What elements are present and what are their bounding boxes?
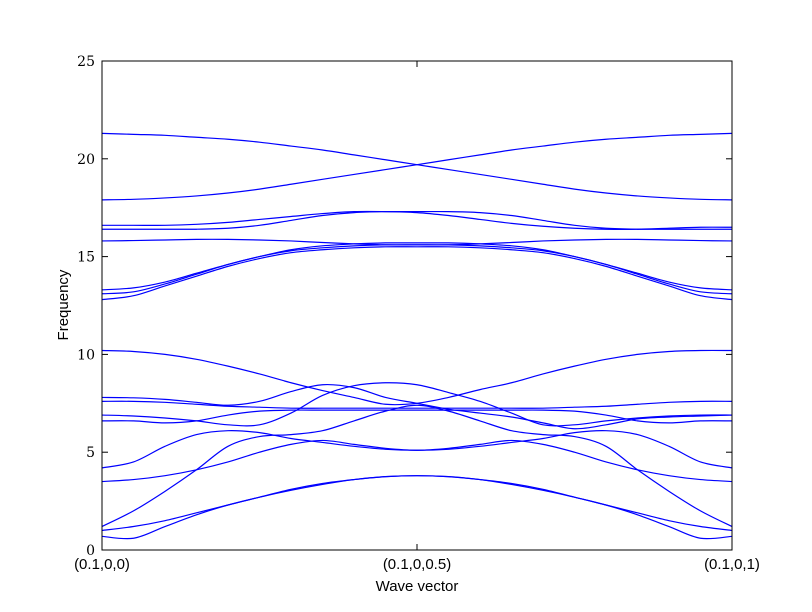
- band-line-1: [101, 475, 733, 540]
- x-tick-label: (0.1,0,1): [704, 556, 760, 573]
- x-tick-label: (0.1,0,0.5): [383, 556, 451, 573]
- band-line-6: [101, 409, 733, 424]
- plot-series-group: [101, 132, 733, 540]
- band-line-15: [102, 210, 732, 230]
- band-line-14: [101, 238, 733, 246]
- y-tick-label: 5: [86, 445, 95, 461]
- plot-frame: [101, 60, 733, 551]
- band-line-18: [101, 132, 733, 201]
- y-axis-label: Frequency: [55, 269, 72, 340]
- y-tick-label: 20: [77, 152, 95, 168]
- x-tick-label: (0.1,0,0): [74, 556, 130, 573]
- band-line-12: [101, 244, 733, 295]
- band-line-9: [101, 383, 733, 430]
- y-tick-label: 15: [77, 250, 95, 266]
- band-line-11: [101, 246, 733, 301]
- band-line-17: [101, 132, 733, 201]
- x-axis-label: Wave vector: [376, 578, 459, 595]
- band-line-8: [101, 400, 733, 409]
- band-line-16: [102, 210, 733, 230]
- y-tick-label: 25: [77, 54, 95, 70]
- band-line-3: [101, 404, 733, 528]
- band-line-13: [101, 242, 733, 291]
- band-line-10: [101, 349, 733, 406]
- x-axis-ticks: (0.1,0,0) (0.1,0,0.5) (0.1,0,1): [74, 61, 760, 573]
- band-line-2: [101, 475, 733, 532]
- band-line-7: [101, 382, 733, 427]
- y-axis-ticks: 0 5 10 15 20 25: [77, 54, 732, 559]
- y-tick-label: 0: [86, 543, 95, 559]
- band-line-5: [101, 430, 733, 469]
- y-tick-label: 10: [77, 347, 95, 363]
